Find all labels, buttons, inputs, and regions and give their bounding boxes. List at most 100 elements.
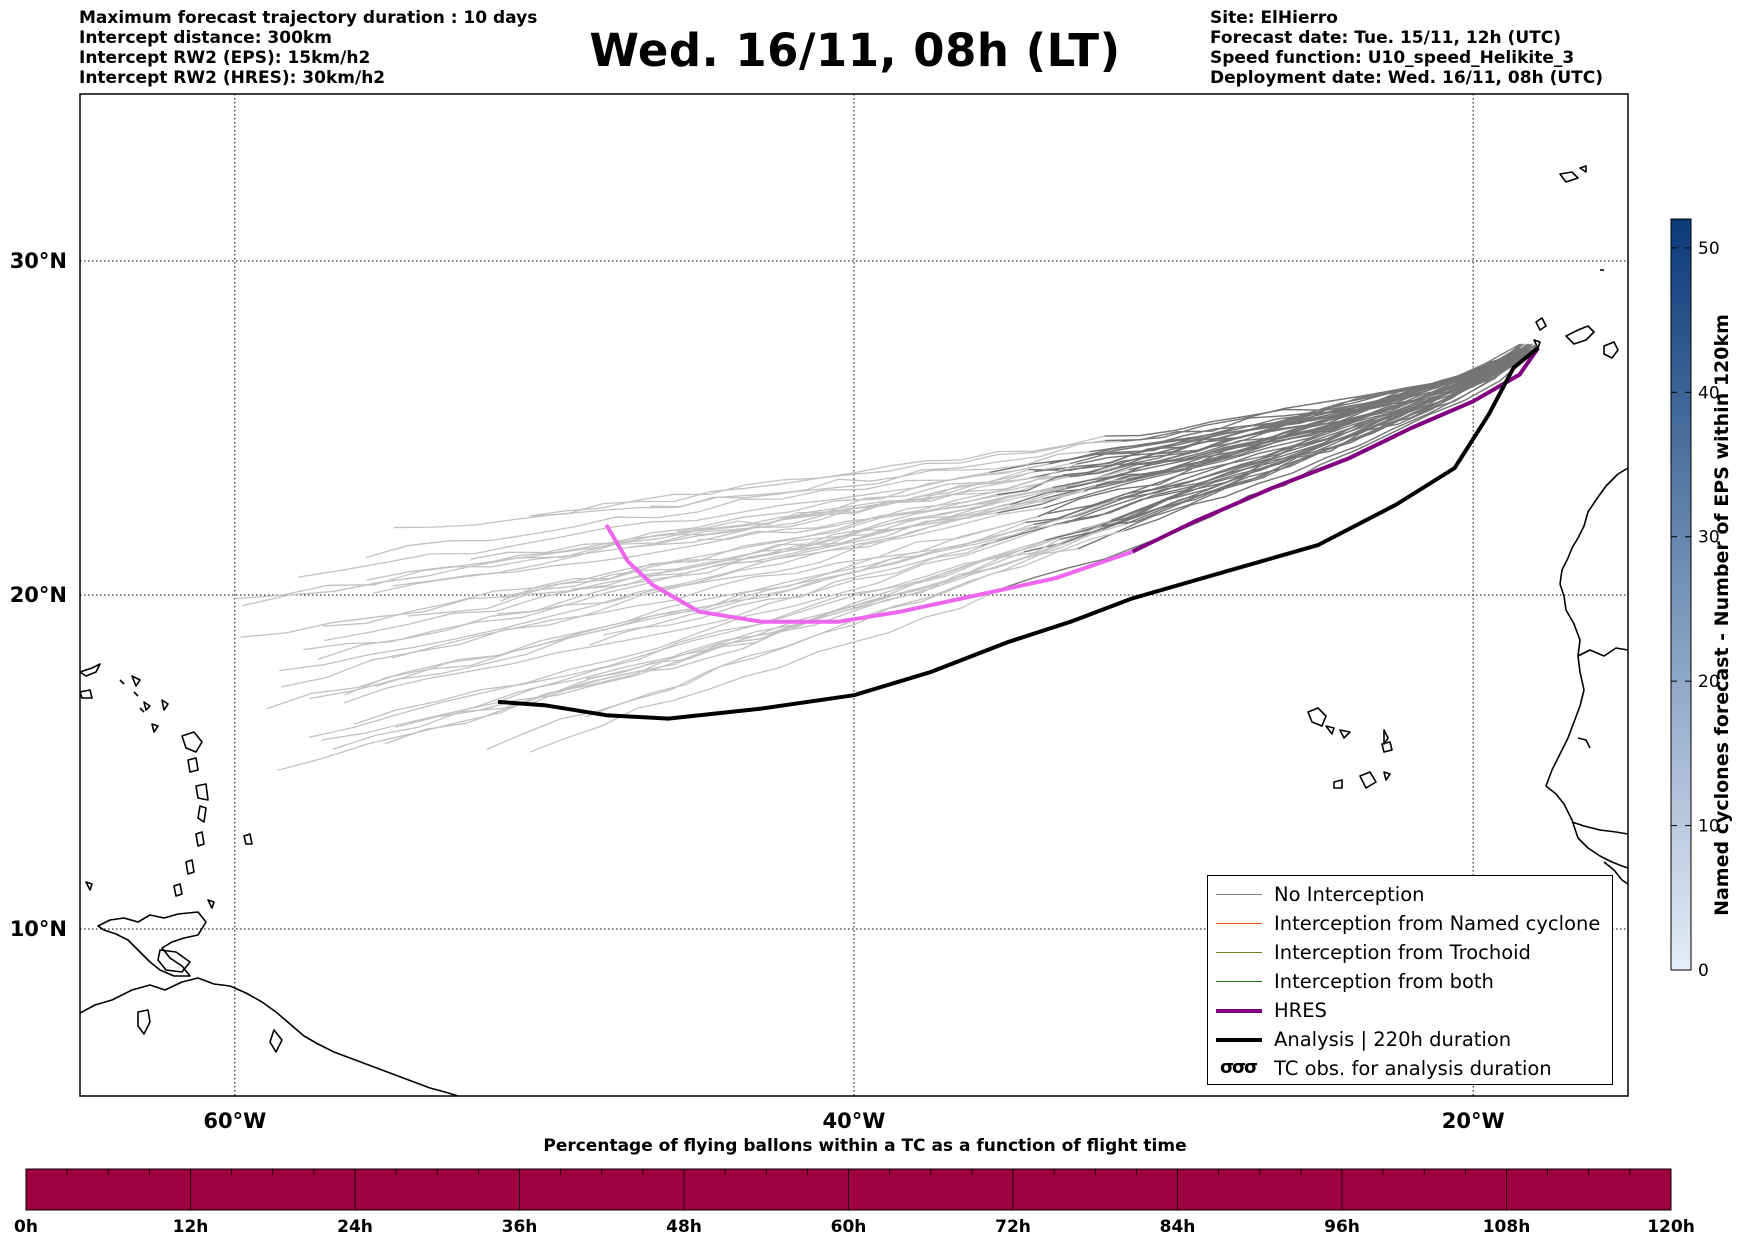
eps-track-near	[1045, 343, 1533, 541]
eps-track-far	[344, 532, 1020, 696]
eps-track-far	[298, 463, 1050, 578]
eps-track-far	[496, 503, 1011, 615]
legend-line-icon	[1216, 972, 1262, 992]
eps-track-far	[697, 493, 998, 541]
eps-track-far	[470, 470, 1035, 560]
pct-tick-label: 120h	[1647, 1217, 1695, 1237]
eps-tracks	[235, 343, 1538, 771]
eps-track-far	[235, 459, 1066, 600]
eps-track-far	[317, 485, 1097, 661]
header-left-line: Maximum forecast trajectory duration : 1…	[79, 8, 538, 28]
legend-item-hres: HRES	[1208, 996, 1612, 1025]
legend-line-icon	[1216, 885, 1262, 905]
header-left-line: Intercept RW2 (EPS): 15km/h2	[79, 48, 371, 68]
pct-tick-label: 84h	[1160, 1217, 1196, 1237]
colorbar-tick-label: 40	[1698, 383, 1720, 403]
legend-line-icon	[1216, 1030, 1262, 1050]
header-right-info: Site: ElHierro Forecast date: Tue. 15/11…	[1210, 8, 1603, 88]
lat-tick-label: 20°N	[10, 583, 67, 607]
analysis-track	[497, 346, 1540, 721]
eps-track-far	[676, 475, 1070, 533]
legend-item-both: Interception from both	[1208, 967, 1612, 996]
pct-tick-label: 108h	[1483, 1217, 1531, 1237]
eps-track-far	[603, 522, 1066, 636]
pct-tick-label: 36h	[502, 1217, 538, 1237]
eps-track-far	[589, 521, 1026, 646]
eps-track-near	[1123, 348, 1529, 532]
eps-track-far	[480, 474, 1084, 566]
colorbar-tick-label: 10	[1698, 817, 1720, 837]
header-left-line: Intercept distance: 300km	[79, 28, 332, 48]
legend-item-no-interception: No Interception	[1208, 880, 1612, 909]
eps-track-far	[324, 491, 1056, 642]
legend-label: No Interception	[1274, 883, 1425, 906]
pct-tick-label: 12h	[173, 1217, 209, 1237]
lon-tick-label: 20°W	[1442, 1109, 1505, 1133]
eps-track-far	[395, 539, 1046, 728]
header-left-line: Intercept RW2 (HRES): 30km/h2	[79, 68, 386, 88]
header-right-line: Deployment date: Wed. 16/11, 08h (UTC)	[1210, 68, 1604, 88]
header-right-line: Speed function: U10_speed_Helikite_3	[1210, 48, 1575, 68]
lat-tick-label: 10°N	[10, 917, 67, 941]
header-left-info: Maximum forecast trajectory duration : 1…	[79, 8, 537, 88]
eps-track-far	[585, 538, 1061, 680]
pct-tick-label: 0h	[14, 1217, 38, 1237]
legend-label: Interception from Named cyclone	[1274, 912, 1601, 935]
percentage-bar-title: Percentage of flying ballons within a TC…	[543, 1136, 1187, 1156]
eps-track-near	[1104, 350, 1537, 442]
legend-label: Interception from Trochoid	[1274, 941, 1531, 964]
eps-track-near	[1065, 348, 1527, 462]
legend-label: Interception from both	[1274, 970, 1494, 993]
colorbar-tick-label: 30	[1698, 528, 1720, 548]
legend-line-icon	[1216, 914, 1262, 934]
lat-tick-label: 30°N	[10, 249, 67, 273]
eps-track-far	[529, 589, 998, 753]
legend-line-icon	[1216, 943, 1262, 963]
legend-item-trochoid: Interception from Trochoid	[1208, 938, 1612, 967]
eps-track-far	[279, 512, 998, 672]
legend-label: HRES	[1274, 999, 1327, 1022]
colorbar-tick-label: 50	[1698, 239, 1720, 259]
legend-item-analysis: Analysis | 220h duration	[1208, 1025, 1612, 1054]
eps-track-near	[997, 344, 1537, 514]
eps-track-far	[649, 451, 1090, 508]
eps-track-far	[323, 489, 1051, 627]
pct-tick-label: 60h	[831, 1217, 867, 1237]
eps-track-near	[997, 349, 1537, 496]
eps-track-far	[531, 435, 1105, 517]
map-frame	[79, 93, 1629, 1097]
colorbar: 0 10 20 30 40 50	[1670, 218, 1720, 981]
eps-track-far	[332, 528, 1103, 750]
pct-tick-label: 72h	[995, 1217, 1031, 1237]
colorbar-tick-label: 20	[1698, 672, 1720, 692]
legend-item-tc-obs: σσσ TC obs. for analysis duration	[1208, 1054, 1612, 1083]
eps-track-far	[391, 515, 1039, 659]
eps-track-far	[584, 530, 1125, 718]
cyclone-symbol-icon: σσσ	[1220, 1056, 1258, 1078]
map-gridlines	[80, 94, 1628, 1096]
pct-tick-label: 24h	[337, 1217, 373, 1237]
header-right-line: Site: ElHierro	[1210, 8, 1338, 28]
coastlines	[80, 165, 1628, 1096]
eps-track-far	[308, 524, 1054, 738]
eps-track-far	[375, 498, 1118, 688]
eps-track-far	[353, 519, 1112, 725]
eps-track-near	[1052, 345, 1534, 489]
eps-track-near	[1076, 351, 1525, 465]
eps-track-far	[393, 440, 1123, 529]
eps-track-far	[365, 471, 991, 559]
lon-tick-label: 40°W	[823, 1109, 886, 1133]
eps-track-far	[343, 544, 983, 704]
hres-track-early	[1131, 346, 1540, 554]
hres-track	[604, 346, 1540, 624]
lon-tick-label: 60°W	[203, 1109, 266, 1133]
colorbar-label: Named cyclones forecast - Number of EPS …	[1711, 314, 1733, 916]
eps-track-far	[303, 498, 1043, 651]
legend-label: Analysis | 220h duration	[1274, 1028, 1512, 1051]
eps-track-far	[500, 478, 1127, 602]
eps-track-near	[1059, 348, 1535, 540]
eps-track-far	[714, 486, 1068, 568]
eps-track-far	[571, 486, 1053, 590]
legend-label: TC obs. for analysis duration	[1274, 1057, 1552, 1080]
colorbar-tick-label: 0	[1698, 961, 1709, 981]
